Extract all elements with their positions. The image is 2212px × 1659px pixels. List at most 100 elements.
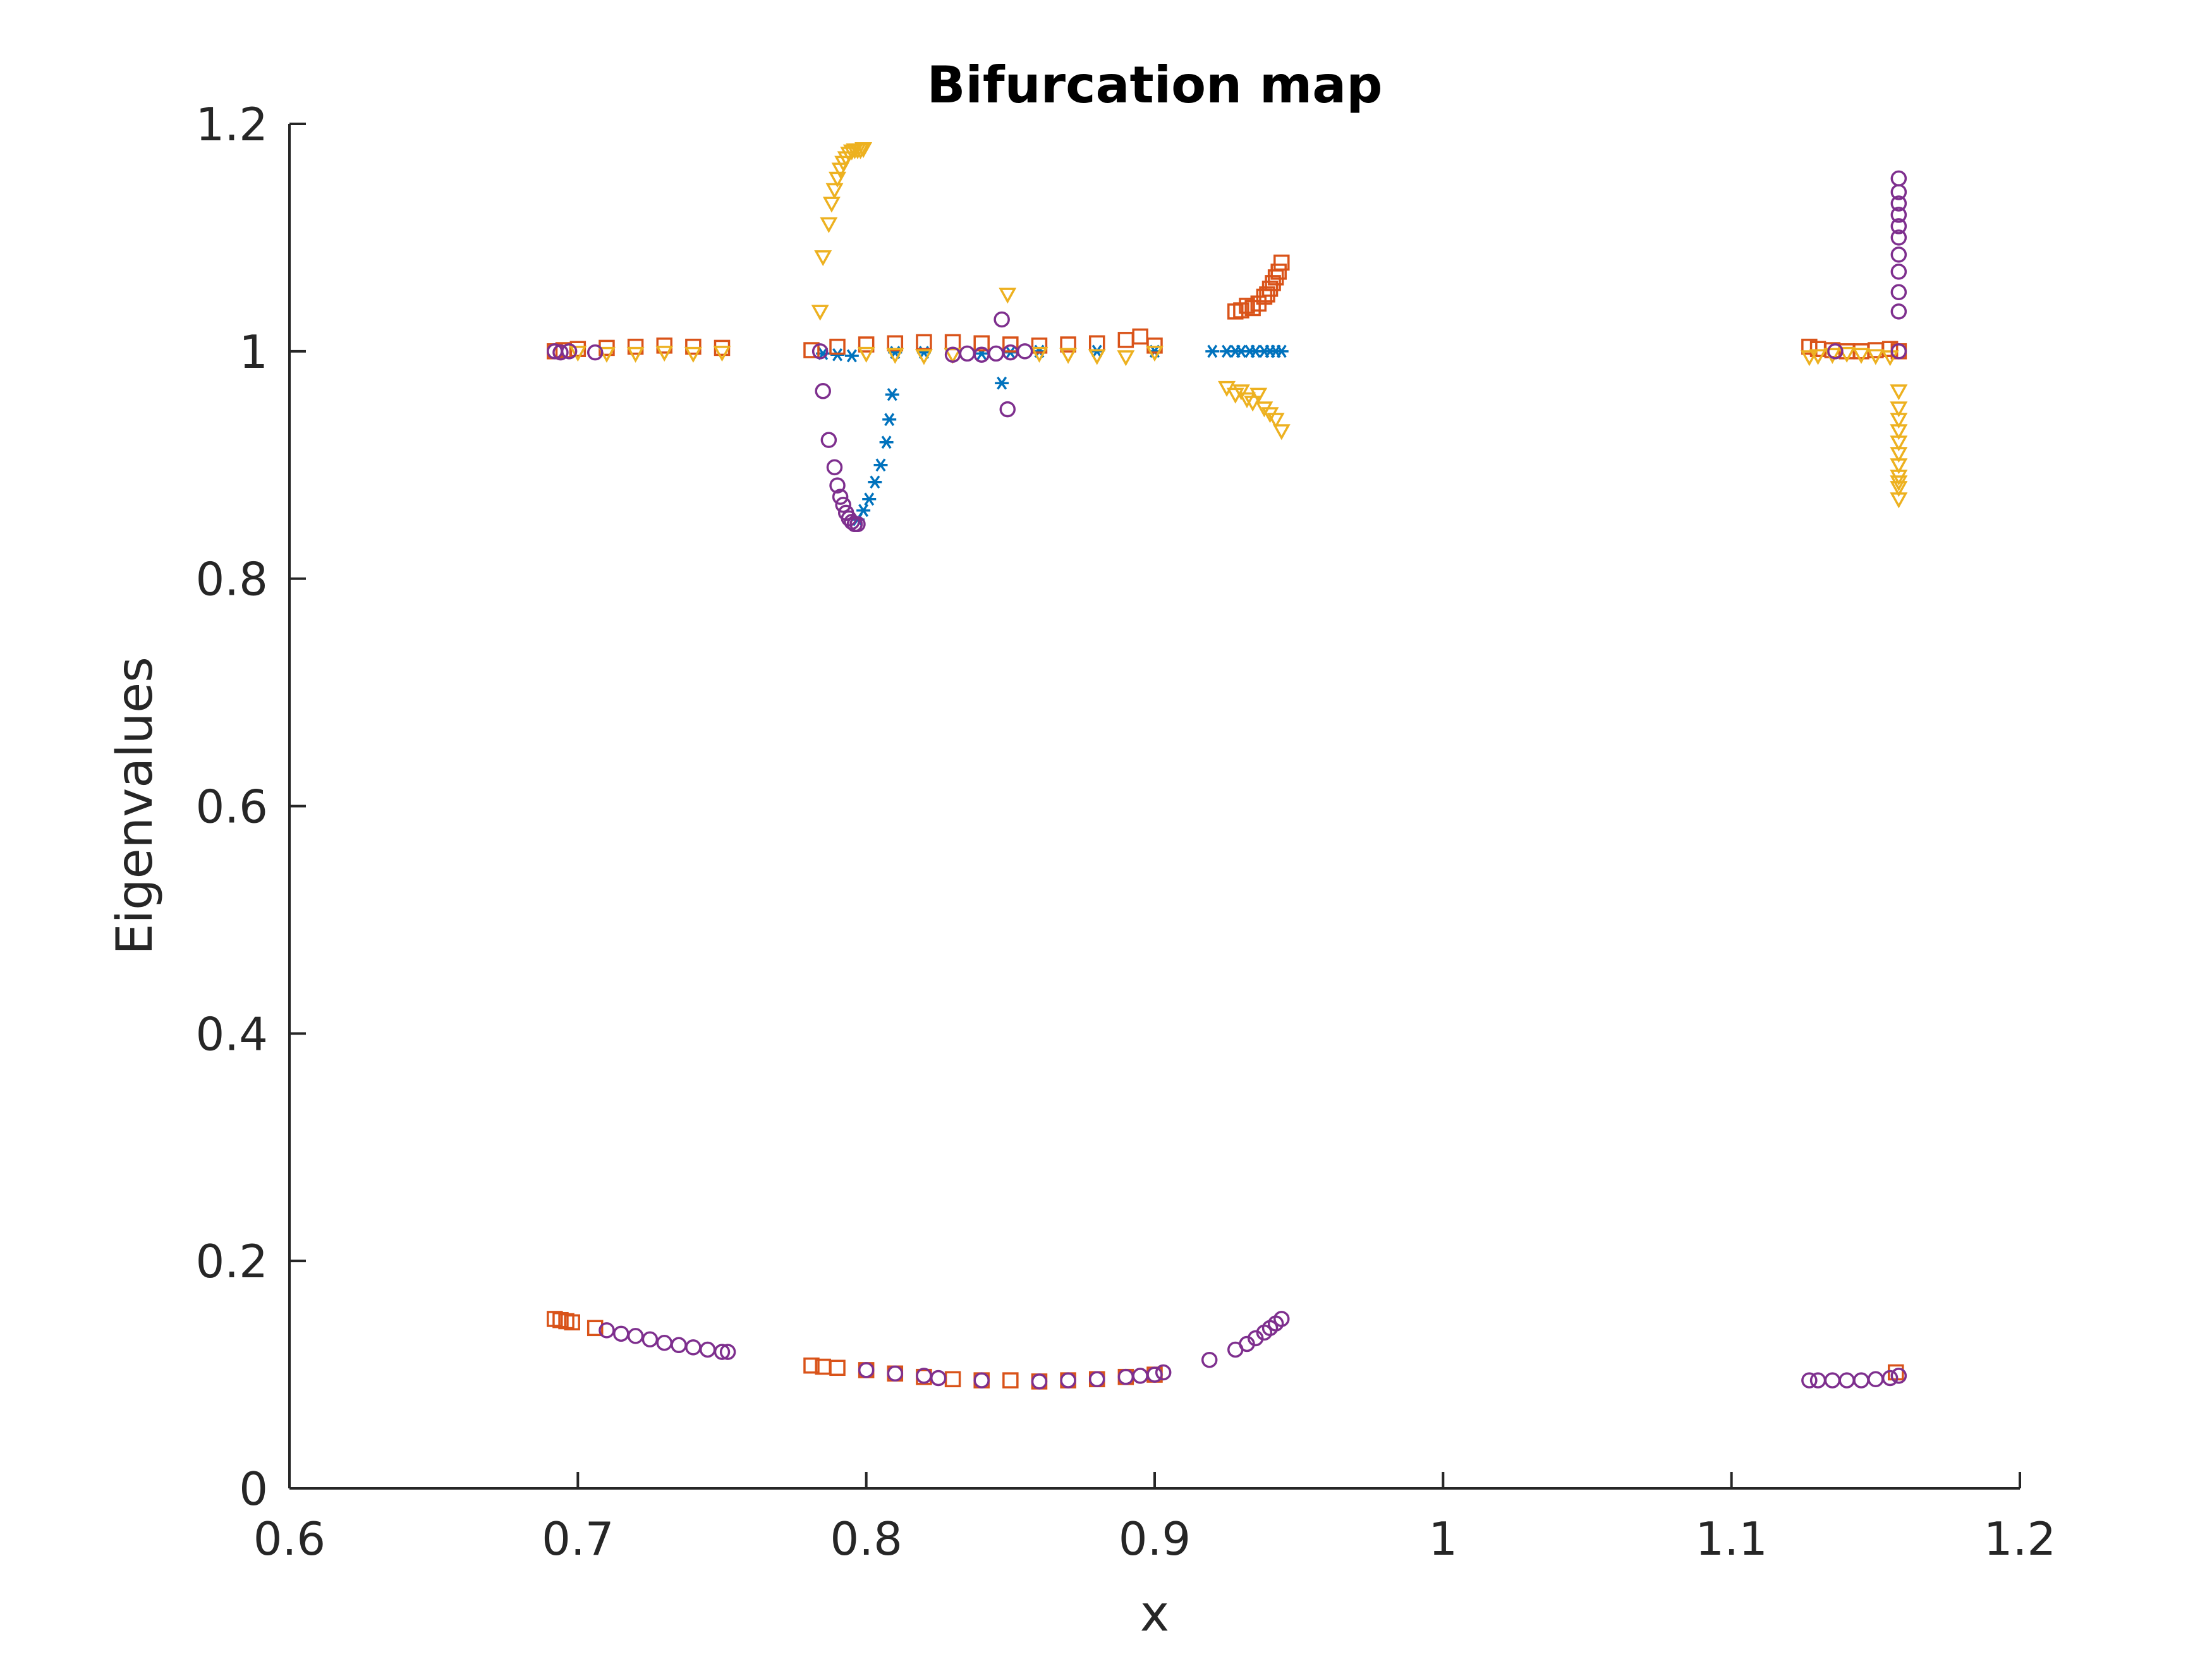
circle-marker (820, 432, 837, 448)
triangle-down-marker (851, 143, 870, 159)
circle-marker (815, 383, 831, 399)
asterisk-marker (882, 413, 897, 427)
circle-marker (671, 1337, 687, 1354)
circle-marker (1801, 1372, 1818, 1389)
circle-marker (613, 1325, 629, 1342)
triangle-down-marker (1244, 396, 1262, 412)
circle-marker (930, 1370, 947, 1387)
square-marker (1132, 328, 1148, 345)
triangle-down-marker (1890, 447, 1908, 463)
circle-marker (656, 1334, 672, 1351)
triangle-down-marker (1800, 350, 1818, 367)
circle-marker (887, 1365, 904, 1382)
square-marker (586, 1320, 604, 1337)
x-tick-label: 1.2 (1984, 1512, 2057, 1565)
triangle-down-marker (1838, 346, 1856, 363)
y-tick-label: 1.2 (195, 98, 268, 151)
square-marker (627, 338, 644, 355)
circle-marker (1890, 218, 1907, 234)
x-tick-label: 0.8 (830, 1512, 902, 1565)
circle-marker (1016, 343, 1033, 360)
square-marker (829, 338, 846, 355)
x-tick-label: 0.9 (1119, 1512, 1191, 1565)
x-axis-label: x (1140, 1586, 1169, 1643)
circle-marker (1890, 207, 1907, 223)
square-marker (887, 335, 904, 351)
triangle-down-marker (1890, 413, 1908, 429)
square-marker (1088, 335, 1105, 351)
asterisk-marker (879, 435, 894, 449)
circle-marker (1809, 1372, 1826, 1389)
triangle-down-marker (1866, 349, 1885, 365)
circle-marker (641, 1331, 659, 1348)
circle-marker (1890, 303, 1907, 320)
triangle-down-marker (944, 348, 962, 364)
triangle-down-marker (1881, 350, 1899, 367)
triangle-down-marker (1890, 481, 1908, 497)
y-tick-label: 0 (239, 1462, 268, 1516)
circle-marker (714, 1344, 731, 1360)
triangle-down-marker (655, 346, 674, 362)
square-marker (829, 1359, 846, 1376)
circle-marker (858, 1362, 875, 1378)
circle-marker (685, 1339, 702, 1356)
y-tick-label: 0.4 (195, 1007, 268, 1060)
square-marker (1233, 302, 1249, 319)
circle-marker (1824, 1372, 1841, 1389)
square-marker (973, 335, 990, 351)
y-axis-label: Eigenvalues (107, 657, 164, 955)
circle-marker (1881, 1370, 1899, 1387)
square-marker (1244, 300, 1261, 317)
triangle-down-marker (1890, 424, 1908, 441)
square-marker (1261, 281, 1279, 297)
triangle-down-marker (1146, 346, 1164, 362)
triangle-down-marker (822, 197, 841, 213)
asterisk-marker (862, 492, 877, 506)
square-marker (1002, 1372, 1019, 1389)
circle-marker (1155, 1364, 1172, 1381)
square-marker (1031, 337, 1048, 354)
asterisk-marker (1274, 344, 1289, 358)
square-marker (1239, 298, 1255, 314)
circle-marker (1088, 1371, 1105, 1388)
triangle-down-marker (854, 142, 873, 159)
circle-marker (829, 477, 846, 494)
x-tick-label: 0.6 (253, 1512, 326, 1565)
circle-marker (811, 343, 829, 360)
circle-marker (719, 1344, 736, 1360)
asterisk-marker (856, 504, 871, 518)
square-marker (547, 1311, 563, 1327)
circle-marker (1060, 1372, 1076, 1389)
asterisk-marker (844, 349, 859, 363)
circle-marker (832, 489, 849, 505)
circle-marker (1890, 264, 1907, 280)
circle-marker (999, 401, 1016, 418)
circle-marker (1890, 343, 1907, 360)
square-marker (1273, 254, 1290, 271)
circle-marker (988, 345, 1004, 362)
axes: 0.6 0.7 0.8 0.9 1 1.1 1.2 0 0.2 0.4 0.6 0.8 1 1.2 (195, 98, 2056, 1565)
square-marker (1270, 264, 1287, 280)
triangle-down-marker (1890, 401, 1908, 418)
triangle-down-marker (915, 349, 933, 365)
square-marker (803, 1357, 820, 1374)
circle-marker (835, 496, 851, 513)
triangle-down-marker (814, 250, 832, 267)
asterisk-marker (1205, 344, 1220, 358)
square-marker (558, 1313, 574, 1330)
square-marker (1117, 332, 1134, 348)
circle-marker (599, 1322, 615, 1339)
circle-marker (1890, 246, 1907, 263)
circle-marker (627, 1328, 644, 1344)
circle-marker (1838, 1372, 1855, 1389)
triangle-down-marker (1272, 424, 1291, 441)
square-marker (552, 1311, 569, 1328)
circle-marker (552, 344, 569, 361)
square-marker (564, 1314, 580, 1331)
y-tick-label: 0.2 (195, 1235, 268, 1288)
triangle-down-marker (857, 346, 875, 363)
asterisk-marker (873, 458, 888, 472)
square-marker (1146, 337, 1163, 354)
circle-marker (826, 459, 843, 476)
circle-marker (1890, 170, 1907, 187)
